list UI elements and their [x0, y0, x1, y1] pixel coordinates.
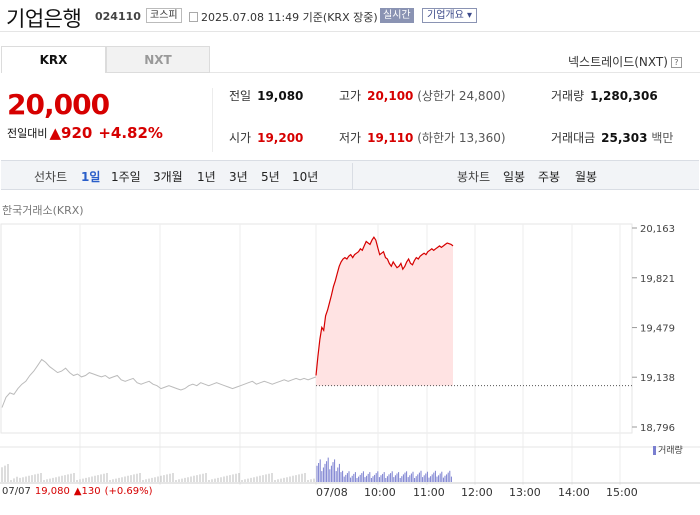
stat-prev: 전일 19,080: [229, 87, 303, 104]
prev-day-change: ▲130: [73, 486, 101, 497]
previous-day-line: [1, 358, 317, 408]
prev-day-change-pct: (+0.69%): [104, 486, 153, 497]
today-series: [315, 236, 454, 376]
stat-amount: 거래대금 25,303 백만: [551, 129, 673, 146]
stat-open-value: 19,200: [257, 131, 304, 145]
stat-open: 시가 19,200: [229, 129, 303, 146]
change-label: 전일대비: [7, 127, 48, 140]
period-bar: 선차트 1일 1주일 3개월 1년 3년 5년 10년 봉차트 일봉 주봉 월봉: [1, 160, 699, 190]
stat-prev-value: 19,080: [257, 89, 304, 103]
stat-low-value: 19,110: [367, 131, 414, 145]
exchange-label: 한국거래소(KRX): [2, 204, 84, 217]
change-percent: +4.82%: [98, 124, 163, 142]
y-tick-label: 19,138: [640, 373, 675, 384]
stat-volume-label: 거래량: [551, 89, 585, 103]
stat-amount-label: 거래대금: [551, 131, 596, 145]
stat-low-label: 저가: [339, 131, 362, 145]
period-1w[interactable]: 1주일: [111, 170, 141, 184]
live-badge[interactable]: 실시간: [380, 8, 414, 23]
upper-limit: (상한가 24,800): [417, 89, 506, 103]
calendar-icon: [189, 12, 198, 22]
tab-divider: [210, 72, 700, 73]
x-tick-label: 07/08: [316, 486, 348, 499]
y-tick-label: 18,796: [640, 423, 675, 434]
volume-legend: 거래량: [653, 443, 683, 456]
line-chart-label[interactable]: 선차트: [34, 170, 68, 184]
prev-day-date: 07/07: [2, 486, 31, 497]
stock-code: 024110: [95, 10, 141, 23]
stat-amount-value: 25,303: [601, 131, 648, 145]
timestamp: 2025.07.08 11:49 기준(KRX 장중): [189, 9, 378, 25]
y-tick-label: 19,479: [640, 324, 675, 335]
stat-high-label: 고가: [339, 89, 362, 103]
nxt-link-label: 넥스트레이드(NXT): [568, 55, 668, 69]
volume-legend-swatch: [653, 446, 656, 455]
x-tick-label: 11:00: [413, 486, 445, 499]
period-5y[interactable]: 5년: [261, 170, 280, 184]
stat-amount-unit: 백만: [651, 131, 674, 145]
chart-grid: [0, 223, 700, 485]
period-divider: [352, 163, 353, 189]
market-badge: 코스피: [146, 8, 182, 23]
stat-low: 저가 19,110 (하한가 13,360): [339, 129, 506, 146]
volume-bars: [1, 457, 452, 482]
price-change: 전일대비 ▲920 +4.82%: [7, 124, 163, 142]
period-3m[interactable]: 3개월: [153, 170, 183, 184]
candle-chart-label[interactable]: 봉차트: [457, 170, 491, 184]
y-tick-label: 20,163: [640, 224, 675, 235]
change-amount: ▲920: [49, 124, 93, 142]
help-icon[interactable]: ?: [670, 57, 682, 68]
current-price: 20,000: [7, 88, 110, 121]
previous-day-series: [1, 358, 317, 408]
price-chart[interactable]: 20,163 19,821 19,479 19,138 18,796: [0, 215, 700, 485]
stat-high: 고가 20,100 (상한가 24,800): [339, 87, 506, 104]
stat-prev-label: 전일: [229, 89, 252, 103]
stat-volume: 거래량 1,280,306: [551, 87, 658, 104]
period-10y[interactable]: 10년: [292, 170, 319, 184]
prev-day-close: 19,080: [34, 486, 70, 497]
x-tick-label: 14:00: [558, 486, 590, 499]
x-tick-label: 10:00: [364, 486, 396, 499]
x-tick-label: 15:00: [606, 486, 638, 499]
today-line: [315, 236, 454, 376]
period-3y[interactable]: 3년: [229, 170, 248, 184]
stat-open-label: 시가: [229, 131, 252, 145]
tab-nxt[interactable]: NXT: [106, 46, 210, 73]
today-area: [316, 237, 632, 387]
candle-weekly[interactable]: 주봉: [538, 170, 561, 184]
company-info-button[interactable]: 기업개요 ▾: [422, 8, 477, 23]
timestamp-text: 2025.07.08 11:49 기준(KRX 장중): [201, 11, 378, 24]
y-axis-ticks: 20,163 19,821 19,479 19,138 18,796: [632, 224, 675, 434]
header-divider: [0, 31, 700, 32]
today-fill: [316, 237, 453, 386]
y-tick-label: 19,821: [640, 274, 675, 285]
x-tick-label: 13:00: [509, 486, 541, 499]
stats-divider: [212, 88, 213, 152]
period-1y[interactable]: 1년: [197, 170, 216, 184]
header: 기업은행 024110 코스피 2025.07.08 11:49 기준(KRX …: [0, 0, 700, 32]
company-name: 기업은행: [6, 7, 82, 31]
nxt-link[interactable]: 넥스트레이드(NXT)?: [568, 53, 682, 70]
previous-day-summary: 07/07 19,080 ▲130 (+0.69%): [2, 486, 153, 497]
period-1d[interactable]: 1일: [81, 170, 101, 184]
tab-krx[interactable]: KRX: [1, 46, 106, 73]
lower-limit: (하한가 13,360): [417, 131, 506, 145]
volume-legend-label: 거래량: [658, 446, 683, 456]
stat-high-value: 20,100: [367, 89, 414, 103]
stat-volume-value: 1,280,306: [590, 89, 658, 103]
x-tick-label: 12:00: [461, 486, 493, 499]
candle-daily[interactable]: 일봉: [503, 170, 526, 184]
candle-monthly[interactable]: 월봉: [575, 170, 598, 184]
